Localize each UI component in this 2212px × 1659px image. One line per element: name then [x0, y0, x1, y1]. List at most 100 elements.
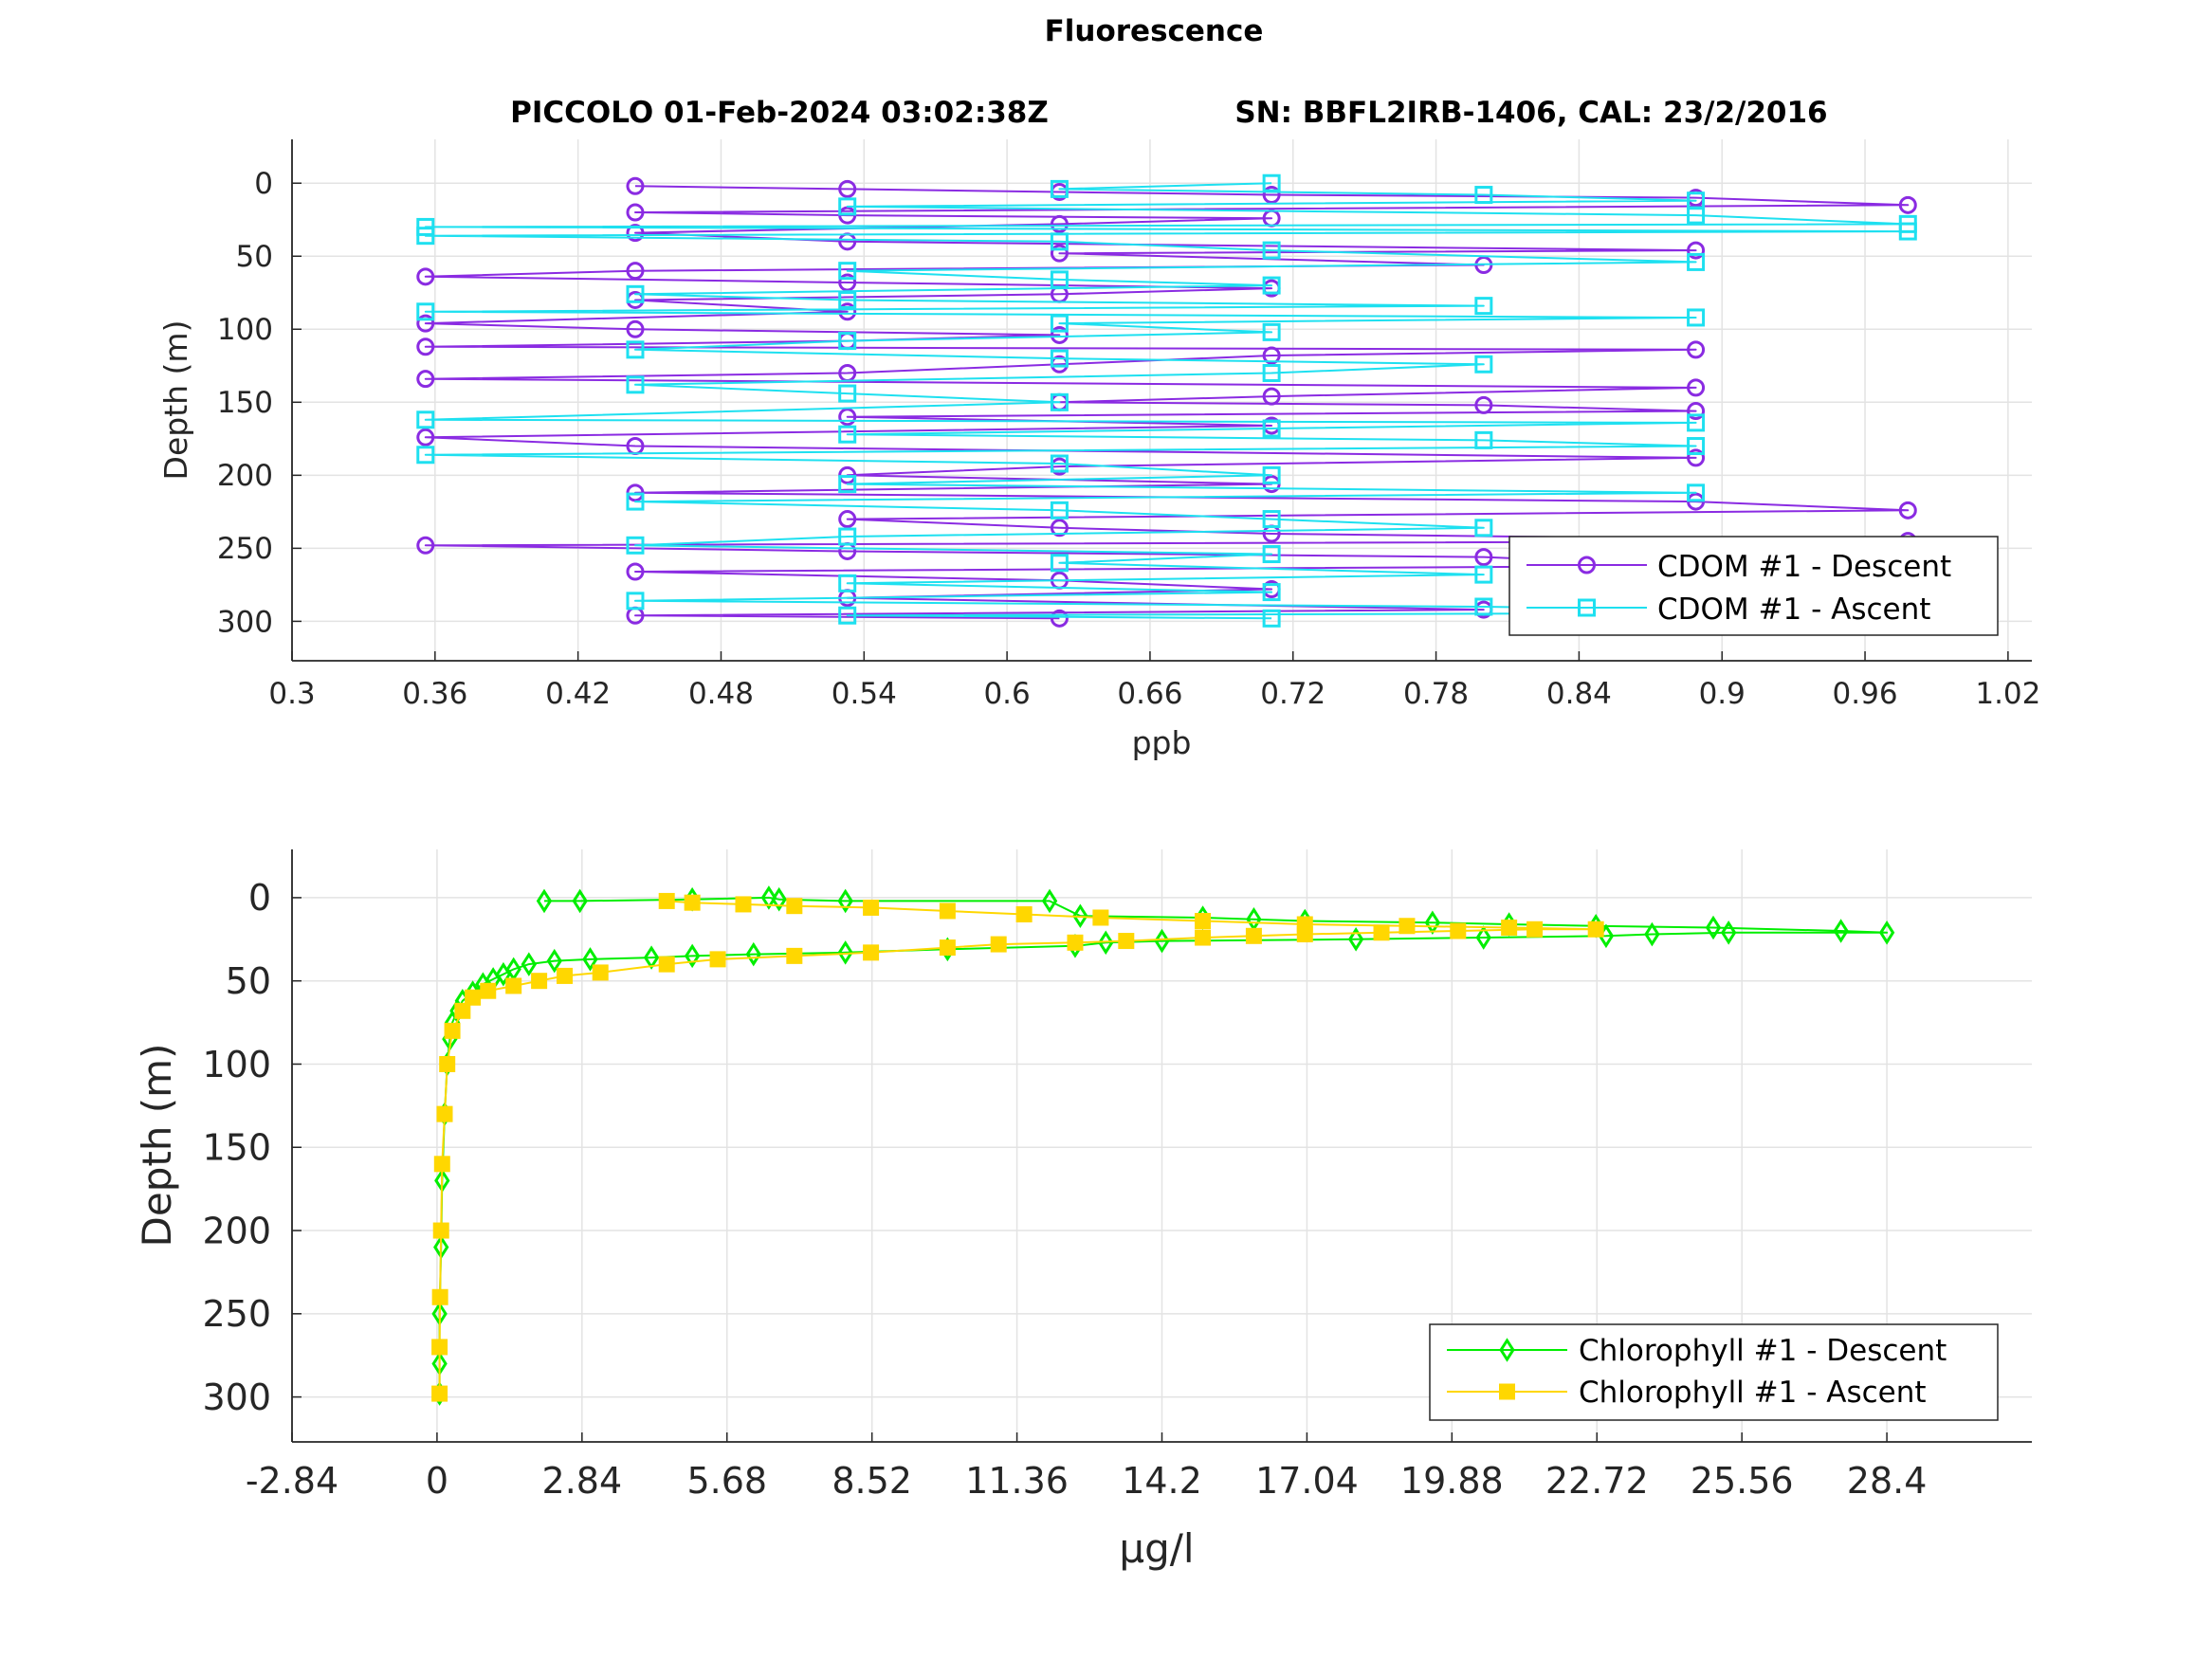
data-point: [626, 592, 645, 611]
data-point: [1878, 920, 1895, 945]
chlorophyll-axes: [291, 849, 2032, 1443]
y-tick-label: 150: [217, 386, 273, 420]
y-tick-label: 100: [202, 1044, 271, 1085]
data-point: [1587, 921, 1604, 938]
data-point: [838, 179, 857, 198]
data-point: [1262, 419, 1281, 438]
y-tick-label: 250: [202, 1293, 271, 1335]
data-point: [1262, 346, 1281, 365]
data-point: [1050, 232, 1069, 251]
legend-swatch-marker: [1499, 1338, 1515, 1362]
data-point: [1398, 918, 1416, 935]
data-point: [416, 370, 435, 389]
cdom-tick-labels: 0.3 0.36 0.42 0.48 0.54 0.6 0.66 0.72 0.78 0.84 0.…: [217, 167, 2041, 711]
data-point: [838, 527, 857, 546]
data-point: [592, 964, 609, 981]
x-tick-label: -2.84: [246, 1460, 338, 1502]
data-point: [990, 936, 1007, 953]
x-tick-label: 8.52: [832, 1460, 912, 1502]
data-point: [1474, 597, 1493, 616]
data-point: [416, 314, 435, 333]
data-point: [1687, 378, 1706, 397]
data-point: [1347, 927, 1364, 952]
data-point: [1262, 465, 1281, 484]
data-point: [416, 337, 435, 356]
data-point: [658, 892, 675, 909]
data-point: [1050, 214, 1069, 233]
y-tick-label: 50: [236, 240, 273, 274]
cdom-x-axis-label: ppb: [1132, 724, 1192, 761]
data-point: [1262, 322, 1281, 341]
y-tick-label: 100: [217, 313, 273, 347]
data-point: [416, 536, 435, 555]
data-point: [1262, 276, 1281, 295]
chlorophyll-legend-ascent-label: Chlorophyll #1 - Ascent: [1579, 1376, 1927, 1410]
x-tick-label: 1.02: [1975, 677, 2040, 711]
chlorophyll-x-axis-label: μg/l: [1119, 1525, 1194, 1572]
chlorophyll-legend: Chlorophyll #1 - Descent Chlorophyll #1 …: [1429, 1323, 1999, 1421]
data-point: [1072, 903, 1088, 929]
data-point: [1373, 924, 1390, 941]
y-tick-label: 50: [226, 960, 271, 1002]
data-point: [1195, 929, 1212, 946]
x-tick-label: 0.9: [1699, 677, 1746, 711]
data-point: [1262, 510, 1281, 529]
x-tick-label: 0.72: [1260, 677, 1325, 711]
data-point: [1501, 920, 1518, 937]
data-point: [838, 425, 857, 444]
x-tick-label: 0.48: [688, 677, 754, 711]
data-point: [786, 898, 803, 915]
data-point: [521, 952, 538, 976]
data-point: [439, 1055, 456, 1072]
data-point: [1050, 519, 1069, 538]
data-point: [838, 384, 857, 403]
data-point: [1687, 252, 1706, 271]
data-point: [582, 947, 598, 972]
data-point: [1050, 349, 1069, 368]
data-point: [838, 262, 857, 281]
data-point: [1687, 308, 1706, 327]
data-point: [709, 951, 726, 968]
y-tick-label: 0: [254, 167, 273, 201]
chart-subtitle-right: SN: BBFL2IRB-1406, CAL: 23/2/2016: [1234, 96, 1827, 130]
x-tick-label: 0.6: [983, 677, 1030, 711]
data-point: [416, 227, 435, 246]
data-point: [1720, 920, 1737, 945]
data-point: [480, 982, 497, 999]
data-point: [431, 1385, 448, 1402]
data-point: [444, 1022, 461, 1039]
cdom-legend-ascent-label: CDOM #1 - Ascent: [1657, 592, 1930, 627]
data-point: [626, 203, 645, 222]
data-point: [1092, 909, 1109, 926]
data-point: [531, 973, 548, 990]
data-point: [684, 943, 701, 969]
data-point: [1644, 921, 1660, 947]
x-tick-label: 17.04: [1255, 1460, 1359, 1502]
data-point: [416, 302, 435, 321]
data-point: [1475, 925, 1491, 950]
data-point: [745, 941, 761, 967]
chlorophyll-legend-box: [1429, 1323, 1999, 1421]
data-point: [431, 1288, 448, 1305]
data-point: [1687, 241, 1706, 260]
cdom-axes: [291, 139, 2032, 662]
data-point: [536, 888, 553, 914]
data-point: [416, 267, 435, 286]
data-point: [454, 1002, 471, 1019]
data-point: [1898, 222, 1917, 241]
data-point: [1050, 270, 1069, 289]
data-point: [837, 940, 853, 965]
data-point: [626, 262, 645, 281]
x-tick-label: 28.4: [1847, 1460, 1928, 1502]
x-tick-label: 0.36: [402, 677, 467, 711]
data-point: [863, 944, 880, 961]
data-point: [432, 1222, 449, 1239]
data-point: [1526, 921, 1544, 938]
data-point: [1015, 905, 1033, 922]
legend-swatch-marker: [1499, 1383, 1515, 1400]
cdom-legend-box: [1508, 536, 1999, 636]
data-point: [1262, 387, 1281, 406]
data-point: [626, 319, 645, 338]
cdom-legend: CDOM #1 - Descent CDOM #1 - Ascent: [1508, 536, 1999, 636]
